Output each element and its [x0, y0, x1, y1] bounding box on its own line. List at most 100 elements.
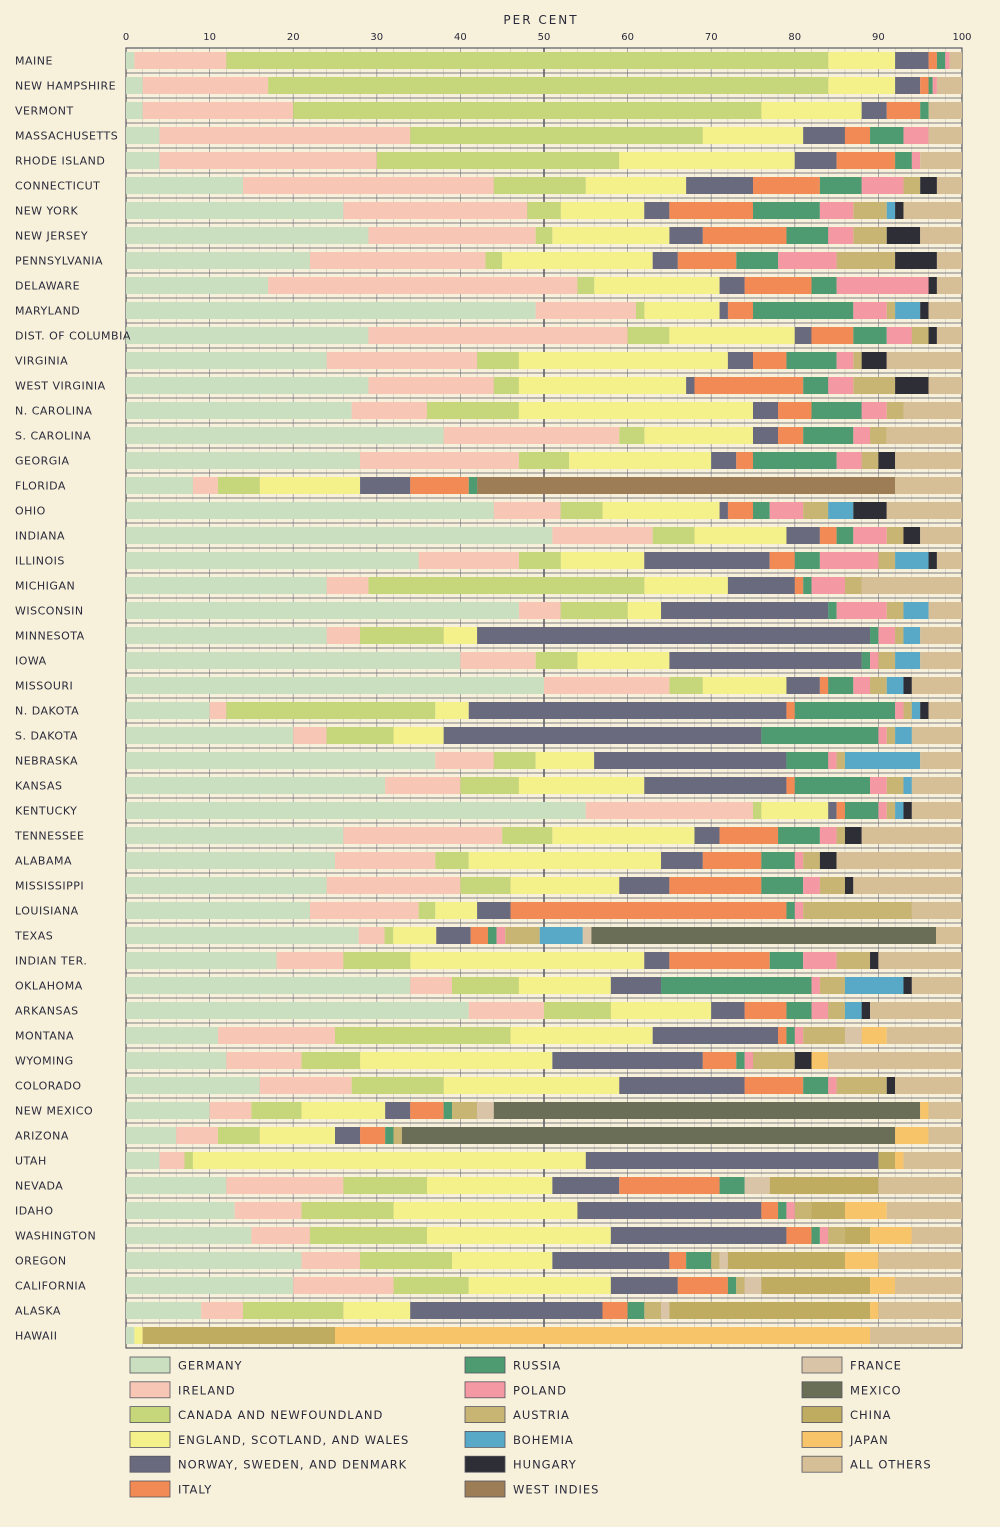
bar-segment [435, 702, 469, 719]
bar-segment [895, 52, 929, 69]
bar-segment [878, 952, 962, 969]
row-label: MINNESOTA [15, 630, 85, 643]
bar-segment [460, 777, 519, 794]
bar-segment [886, 527, 904, 544]
bar-segment [886, 302, 896, 319]
bar-segment [911, 802, 962, 819]
bar-segment [803, 577, 812, 594]
bar-segment [176, 1127, 218, 1144]
bar-segment [268, 277, 578, 294]
bar-segment [619, 1077, 745, 1094]
legend-swatch [801, 1406, 843, 1423]
bar-row [126, 252, 962, 269]
bar-segment [259, 477, 361, 494]
bar-segment [360, 1052, 553, 1069]
bar-segment [644, 552, 770, 569]
bar-segment [385, 777, 461, 794]
bar-segment [535, 227, 553, 244]
bar-row [126, 1052, 962, 1069]
row-label: MISSOURI [15, 680, 73, 693]
bar-segment [811, 1202, 845, 1219]
bar-segment [560, 202, 645, 219]
bar-segment [126, 477, 193, 494]
row-label: TEXAS [14, 930, 53, 943]
legend-swatch [464, 1356, 506, 1374]
bar-row [126, 302, 962, 319]
bar-segment [470, 927, 488, 944]
bar-row [126, 227, 962, 244]
bar-segment [920, 302, 929, 319]
bar-segment [126, 1252, 302, 1269]
bar-segment [819, 852, 837, 869]
bar-segment [727, 352, 753, 369]
bar-segment [870, 1327, 962, 1344]
bar-segment [309, 1227, 427, 1244]
bar-segment [920, 102, 929, 119]
bar-segment [326, 577, 369, 594]
bar-segment [360, 627, 444, 644]
bar-segment [861, 402, 887, 419]
row-label: MAINE [15, 55, 53, 68]
bar-segment [426, 1177, 553, 1194]
bar-segment [761, 102, 862, 119]
bar-segment [861, 652, 871, 669]
bar-segment [936, 327, 962, 344]
bar-segment [544, 677, 670, 694]
legend-swatch [464, 1480, 506, 1498]
bar-segment [861, 1027, 887, 1044]
bar-segment [853, 427, 871, 444]
bar-segment [903, 527, 921, 544]
bar-segment [452, 977, 519, 994]
bar-segment [594, 752, 787, 769]
bar-row [126, 927, 962, 944]
legend-label: ALL OTHERS [850, 1458, 932, 1472]
legend-item: RUSSIA [464, 1356, 560, 1374]
bar-segment [903, 702, 912, 719]
bar-segment [376, 152, 620, 169]
bar-segment [443, 727, 762, 744]
bar-segment [844, 1252, 879, 1269]
bar-segment [502, 827, 553, 844]
bar-segment [496, 927, 506, 944]
bar-segment [393, 1202, 578, 1219]
bar-segment [126, 602, 519, 619]
bar-segment [936, 77, 962, 94]
bar-segment [895, 552, 929, 569]
bar-segment [836, 852, 962, 869]
bar-segment [694, 527, 787, 544]
legend-swatch [129, 1406, 171, 1423]
bar-segment [886, 352, 962, 369]
bar-segment [895, 377, 929, 394]
legend-item: JAPAN [801, 1431, 888, 1448]
bar-row [126, 1202, 962, 1219]
bar-segment [217, 477, 260, 494]
bar-segment [761, 877, 804, 894]
bar-segment [126, 777, 386, 794]
bar-segment [711, 1002, 745, 1019]
bar-segment [853, 202, 887, 219]
bar-segment [903, 627, 921, 644]
bar-segment [259, 1127, 335, 1144]
bar-row [126, 1027, 962, 1044]
row-label: NEW JERSEY [15, 230, 88, 243]
bar-segment [786, 777, 795, 794]
bar-row [126, 977, 962, 994]
bar-row [126, 1302, 962, 1319]
bar-segment [886, 802, 896, 819]
bar-row [126, 1177, 962, 1194]
bar-segment [886, 1027, 962, 1044]
bar-segment [794, 852, 804, 869]
bar-segment [794, 152, 837, 169]
bar-segment [326, 627, 361, 644]
row-label: MARYLAND [15, 305, 80, 318]
bar-segment [903, 977, 912, 994]
row-label: KENTUCKY [15, 805, 77, 818]
bar-row [126, 527, 962, 544]
row-label: S. DAKOTA [15, 730, 78, 743]
bar-segment [844, 827, 862, 844]
bar-segment [794, 552, 820, 569]
bar-segment [577, 652, 670, 669]
bar-segment [410, 1302, 603, 1319]
row-label: INDIAN TER. [15, 955, 87, 968]
bar-row [126, 1002, 962, 1019]
